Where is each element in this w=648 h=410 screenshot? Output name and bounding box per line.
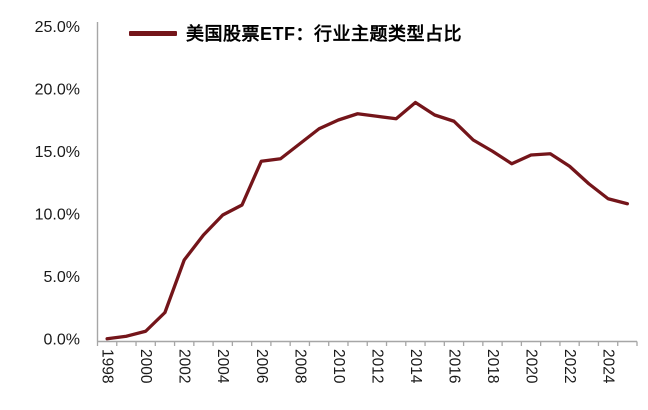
chart-legend: 美国股票ETF：行业主题类型占比 — [129, 20, 462, 46]
x-axis-tick-label: 2010 — [330, 349, 347, 384]
legend-line-swatch — [129, 30, 177, 36]
x-axis-tick-label: 2004 — [214, 349, 231, 384]
x-axis-tick-label: 2012 — [368, 349, 385, 383]
x-axis-tick-label: 2018 — [484, 349, 501, 383]
x-axis-tick-label: 2022 — [561, 349, 578, 383]
x-axis-tick-label: 2020 — [523, 349, 540, 384]
x-axis-tick-label: 2016 — [445, 349, 462, 383]
x-axis-tick-label: 2000 — [137, 349, 154, 384]
x-axis-tick-label: 2014 — [407, 349, 424, 384]
x-axis-tick-label: 2008 — [291, 349, 308, 383]
y-axis-tick-label: 25.0% — [35, 19, 80, 36]
y-axis-tick-label: 20.0% — [35, 82, 80, 99]
y-axis-tick-label: 10.0% — [35, 207, 80, 224]
y-axis-tick-label: 0.0% — [44, 332, 80, 349]
y-axis-tick-label: 5.0% — [44, 269, 80, 286]
legend-label: 美国股票ETF：行业主题类型占比 — [186, 24, 462, 44]
x-axis-tick-label: 1998 — [99, 349, 116, 383]
y-axis-tick-label: 15.0% — [35, 144, 80, 161]
series-line-etf-share — [105, 100, 630, 341]
x-axis-tick-label: 2002 — [176, 349, 193, 383]
x-axis-tick-label: 2024 — [600, 349, 617, 384]
x-axis-tick-label: 2006 — [253, 349, 270, 383]
